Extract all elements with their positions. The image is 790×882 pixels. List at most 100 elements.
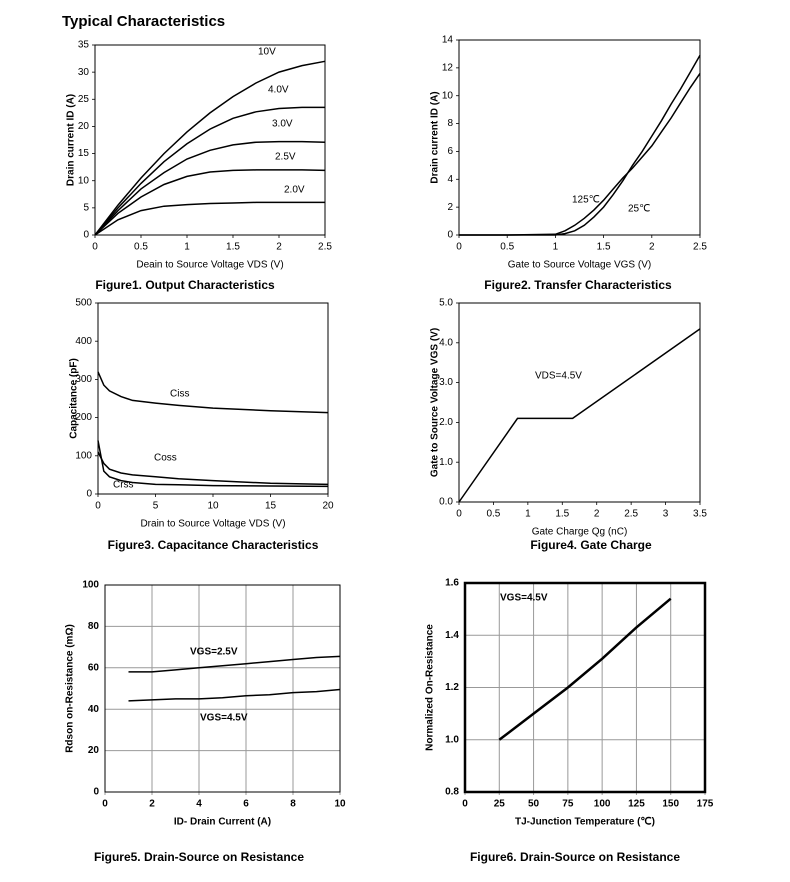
y-tick-label: 25 [78, 94, 90, 105]
y-axis-label: Normalized On-Resistance [425, 624, 436, 751]
y-tick-label: 100 [75, 450, 92, 461]
figure-caption: Figure5. Drain-Source on Resistance [94, 850, 304, 864]
x-axis-label: Drain to Source Voltage VDS (V) [140, 519, 285, 530]
y-tick-label: 30 [78, 67, 90, 78]
series-label: 2.0V [284, 185, 305, 196]
x-tick-label: 10 [334, 799, 346, 810]
x-tick-label: 15 [265, 501, 277, 512]
series-label: Ciss [170, 389, 189, 400]
x-tick-label: 2 [149, 799, 155, 810]
series-line [128, 688, 341, 702]
series-label: 4.0V [268, 85, 289, 96]
x-tick-label: 0 [456, 242, 462, 253]
figure-caption: Figure4. Gate Charge [530, 538, 652, 552]
y-tick-label: 0 [93, 787, 99, 798]
series-line [97, 371, 329, 414]
y-tick-label: 5.0 [439, 298, 453, 309]
y-tick-label: 0.0 [439, 497, 453, 508]
y-tick-label: 12 [442, 62, 454, 73]
series-label: VGS=4.5V [200, 713, 248, 724]
series-line [94, 169, 326, 236]
x-tick-label: 0.5 [134, 242, 148, 253]
page-title: Typical Characteristics [62, 13, 225, 30]
x-tick-label: 3 [663, 509, 669, 520]
series-line [94, 106, 325, 236]
y-tick-label: 0 [86, 489, 92, 500]
series-line [128, 655, 341, 673]
series-label: VGS=2.5V [190, 647, 238, 658]
y-tick-label: 40 [88, 704, 100, 715]
y-tick-label: 80 [88, 621, 100, 632]
y-axis-label: Gate to Source Voltage VGS (V) [430, 328, 441, 477]
y-tick-label: 1.2 [445, 682, 459, 693]
x-tick-label: 1 [184, 242, 190, 253]
series-line [97, 440, 329, 488]
x-tick-label: 0 [102, 799, 108, 810]
series-line [94, 140, 326, 236]
plot-frame [458, 39, 701, 236]
x-axis-label: Deain to Source Voltage VDS (V) [136, 260, 283, 271]
y-tick-label: 5 [83, 202, 89, 213]
series-line [459, 54, 701, 236]
series-line [459, 72, 701, 236]
x-tick-label: 6 [243, 799, 249, 810]
y-tick-label: 2.0 [439, 417, 453, 428]
x-tick-label: 100 [594, 799, 611, 810]
series-label: 125℃ [572, 195, 600, 206]
x-tick-label: 1.5 [597, 242, 611, 253]
series-label: 10V [258, 47, 276, 58]
y-tick-label: 0 [447, 230, 453, 241]
y-tick-label: 35 [78, 40, 90, 51]
x-tick-label: 1.5 [226, 242, 240, 253]
y-tick-label: 20 [78, 121, 90, 132]
x-tick-label: 1 [553, 242, 559, 253]
x-tick-label: 0 [462, 799, 468, 810]
y-tick-label: 15 [78, 148, 90, 159]
x-tick-label: 2.5 [693, 242, 707, 253]
x-tick-label: 2.5 [624, 509, 638, 520]
x-axis-label: Gate to Source Voltage VGS (V) [508, 260, 651, 271]
plot-frame [463, 581, 707, 794]
y-tick-label: 300 [75, 374, 92, 385]
y-tick-label: 1.0 [439, 457, 453, 468]
series-line [458, 328, 701, 503]
y-tick-label: 8 [447, 118, 453, 129]
y-axis-label: Drain current ID (A) [66, 94, 77, 186]
y-tick-label: 400 [75, 336, 92, 347]
x-tick-label: 2 [276, 242, 282, 253]
x-tick-label: 2.5 [318, 242, 332, 253]
y-tick-label: 4 [447, 174, 453, 185]
x-axis-label: TJ-Junction Temperature (℃) [515, 817, 655, 828]
y-axis-label: Rdson on-Resistance (mΩ) [65, 624, 76, 753]
y-axis-label: Capacitance (pF) [69, 358, 80, 439]
y-tick-label: 10 [78, 175, 90, 186]
y-tick-label: 6 [447, 146, 453, 157]
y-tick-label: 100 [82, 580, 99, 591]
x-tick-label: 25 [494, 799, 506, 810]
series-label: 25℃ [628, 204, 650, 215]
x-tick-label: 50 [528, 799, 540, 810]
x-tick-label: 4 [196, 799, 202, 810]
y-tick-label: 20 [88, 745, 100, 756]
x-tick-label: 150 [662, 799, 679, 810]
x-tick-label: 75 [562, 799, 574, 810]
series-label: VDS=4.5V [535, 371, 582, 382]
y-tick-label: 500 [75, 298, 92, 309]
plot-frame [458, 302, 701, 503]
x-axis-label: ID- Drain Current (A) [174, 817, 271, 828]
x-tick-label: 125 [628, 799, 645, 810]
y-tick-label: 10 [442, 90, 454, 101]
y-tick-label: 0 [83, 230, 89, 241]
x-tick-label: 0 [456, 509, 462, 520]
figure-caption: Figure1. Output Characteristics [95, 278, 275, 292]
x-tick-label: 0 [92, 242, 98, 253]
y-tick-label: 1.0 [445, 734, 459, 745]
series-label: 2.5V [275, 152, 296, 163]
y-tick-label: 4.0 [439, 337, 453, 348]
x-tick-label: 20 [322, 501, 334, 512]
x-tick-label: 2 [594, 509, 600, 520]
x-tick-label: 10 [207, 501, 219, 512]
series-line [94, 60, 326, 236]
y-axis-label: Drain current ID (A) [430, 91, 441, 183]
